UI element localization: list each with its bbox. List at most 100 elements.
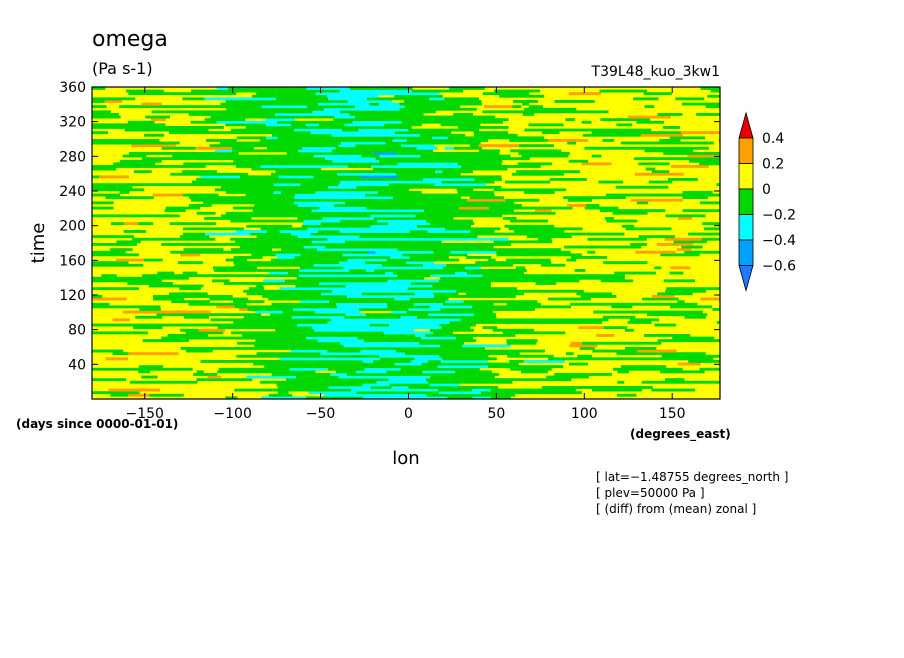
heatmap-cell	[497, 232, 535, 236]
heatmap-cell	[411, 89, 464, 93]
heatmap-cell	[219, 131, 266, 135]
heatmap-cell	[262, 87, 291, 90]
heatmap-cell	[453, 193, 469, 197]
heatmap-cell	[367, 219, 377, 223]
heatmap-cell	[270, 313, 291, 317]
heatmap-cell	[422, 347, 434, 350]
heatmap-cell	[540, 188, 567, 192]
heatmap-cell	[139, 308, 161, 311]
heatmap-cell	[442, 266, 454, 270]
heatmap-cell	[584, 206, 619, 210]
heatmap-cell	[641, 380, 654, 384]
heatmap-cell	[342, 253, 381, 257]
heatmap-cell	[302, 380, 330, 384]
heatmap-cell	[163, 237, 183, 241]
heatmap-cell	[317, 248, 348, 252]
heatmap-cell	[399, 107, 429, 111]
heatmap-cell	[92, 279, 116, 283]
heatmap-cell	[281, 191, 316, 194]
heatmap-cell	[463, 141, 481, 145]
heatmap-cell	[196, 211, 216, 215]
heatmap-cell	[422, 198, 467, 202]
heatmap-cell	[645, 167, 656, 171]
heatmap-cell	[196, 378, 206, 382]
heatmap-cell	[624, 328, 634, 332]
heatmap-cell	[508, 227, 539, 231]
heatmap-cell	[431, 102, 483, 106]
heatmap-cell	[356, 370, 387, 374]
heatmap-cell	[391, 336, 422, 340]
x-tick-label: −50	[306, 406, 336, 422]
heatmap-cell	[186, 128, 209, 132]
heatmap-cell	[570, 341, 583, 345]
heatmap-cell	[482, 326, 498, 330]
heatmap-cell	[289, 235, 298, 239]
heatmap-cell	[266, 230, 280, 233]
heatmap-cell	[372, 167, 419, 171]
heatmap-cell	[437, 167, 458, 171]
heatmap-cell	[411, 339, 420, 343]
heatmap-cell	[301, 224, 351, 228]
heatmap-cell	[435, 170, 443, 174]
heatmap-cell	[349, 269, 367, 272]
heatmap-cell	[464, 315, 488, 319]
heatmap-cell	[464, 136, 498, 140]
heatmap-cell	[141, 157, 156, 161]
x-units-label: (degrees_east)	[630, 427, 731, 442]
heatmap-cell	[185, 331, 224, 335]
heatmap-cell	[605, 217, 614, 220]
heatmap-cell	[203, 201, 244, 205]
heatmap-cell	[406, 310, 425, 314]
heatmap-cell	[391, 354, 440, 358]
heatmap-cell	[449, 321, 470, 324]
heatmap-cell	[258, 305, 293, 309]
heatmap-cell	[677, 300, 685, 304]
heatmap-cell	[189, 334, 209, 337]
heatmap-cell	[252, 144, 290, 148]
heatmap-cell	[333, 204, 373, 207]
heatmap-cell	[472, 305, 522, 309]
heatmap-cell	[140, 105, 186, 109]
heatmap-cell	[161, 146, 196, 150]
heatmap-cell	[310, 360, 363, 363]
heatmap-cell	[473, 131, 509, 135]
heatmap-cell	[358, 243, 391, 246]
heatmap-cell	[479, 354, 489, 358]
heatmap-cell	[682, 196, 708, 200]
heatmap-cell	[396, 152, 445, 155]
heatmap-cell	[342, 334, 380, 337]
heatmap-cell	[373, 217, 390, 220]
heatmap-cell	[347, 165, 360, 168]
heatmap-cell	[265, 131, 311, 135]
annotation-lat: [ lat=−1.48755 degrees_north ]	[596, 470, 788, 484]
heatmap-cell	[345, 284, 381, 288]
heatmap-cell	[207, 157, 245, 161]
heatmap-cell	[599, 209, 649, 213]
heatmap-cell	[436, 131, 452, 135]
heatmap-cell	[468, 193, 483, 197]
heatmap-cell	[631, 146, 677, 150]
heatmap-cell	[302, 141, 341, 145]
heatmap-cell	[400, 367, 408, 371]
heatmap-cell	[92, 167, 117, 171]
heatmap-cell	[440, 375, 459, 379]
heatmap-cell	[275, 97, 329, 101]
heatmap-cell	[310, 131, 345, 135]
heatmap-cell	[329, 300, 381, 304]
heatmap-cell	[204, 118, 227, 122]
heatmap-cell	[161, 243, 182, 246]
heatmap-cell	[261, 326, 312, 330]
heatmap-cell	[525, 341, 537, 345]
heatmap-cell	[465, 266, 481, 270]
heatmap-cell	[242, 334, 270, 337]
heatmap-cell	[700, 87, 720, 90]
heatmap-cell	[237, 326, 262, 330]
heatmap-cell	[470, 230, 495, 233]
heatmap-cell	[677, 362, 701, 366]
heatmap-cell	[411, 120, 450, 124]
heatmap-cell	[404, 352, 423, 356]
heatmap-cell	[423, 178, 475, 181]
heatmap-cell	[204, 152, 214, 155]
heatmap-cell	[299, 388, 352, 392]
heatmap-cell	[391, 388, 438, 392]
